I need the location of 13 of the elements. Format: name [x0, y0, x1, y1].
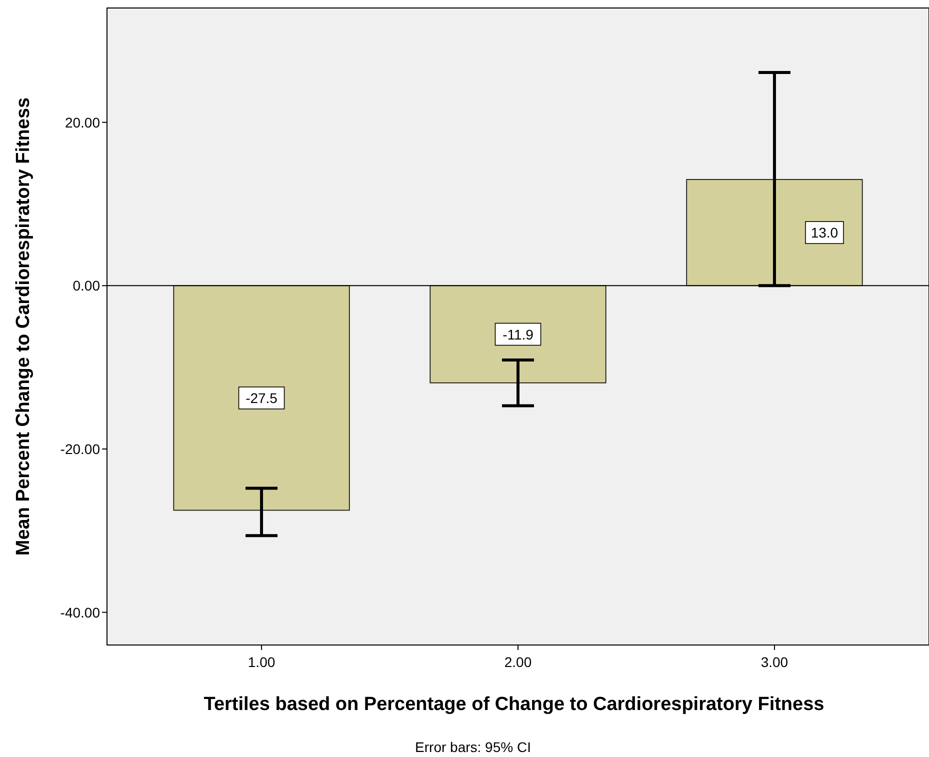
x-tick-label: 1.00	[248, 654, 276, 670]
y-tick-label: 0.00	[72, 278, 100, 294]
text: Error bars: 95% CI	[415, 739, 531, 755]
y-axis-title: Mean Percent Change to Cardiorespiratory Fitness	[13, 97, 34, 556]
data-label: -11.9	[502, 326, 534, 342]
x-tick-label: 3.00	[760, 654, 788, 670]
data-label: 13.0	[810, 224, 838, 241]
y-tick-label: -40.00	[60, 604, 100, 620]
y-tick-label: -20.00	[60, 441, 100, 457]
x-tick-label: 2.00	[504, 654, 532, 670]
y-tick-label: 20.00	[64, 114, 100, 130]
data-label: -27.5	[246, 390, 278, 406]
x-axis-title: Tertiles based on Percentage of Change to Cardiorespiratory Fitness	[204, 694, 824, 715]
